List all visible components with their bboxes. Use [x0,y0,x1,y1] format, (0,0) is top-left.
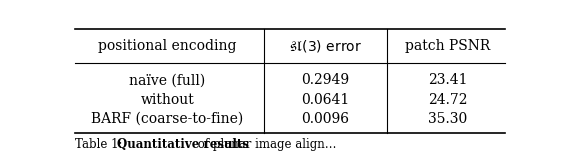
Text: 23.41: 23.41 [428,73,468,87]
Text: Table 1:: Table 1: [75,138,126,151]
Text: BARF (coarse-to-fine): BARF (coarse-to-fine) [91,112,243,126]
Text: patch PSNR: patch PSNR [405,39,491,53]
Text: without: without [140,93,194,107]
Text: 24.72: 24.72 [428,93,468,107]
Text: Quantitative results: Quantitative results [117,138,248,151]
Text: positional encoding: positional encoding [98,39,237,53]
Text: 0.0096: 0.0096 [301,112,349,126]
Text: of planar image align…: of planar image align… [194,138,336,151]
Text: 0.2949: 0.2949 [301,73,349,87]
Text: naïve (full): naïve (full) [129,73,205,87]
Text: 0.0641: 0.0641 [301,93,349,107]
Text: $\mathfrak{sl}(3)$ error: $\mathfrak{sl}(3)$ error [289,38,362,54]
Text: 35.30: 35.30 [428,112,468,126]
